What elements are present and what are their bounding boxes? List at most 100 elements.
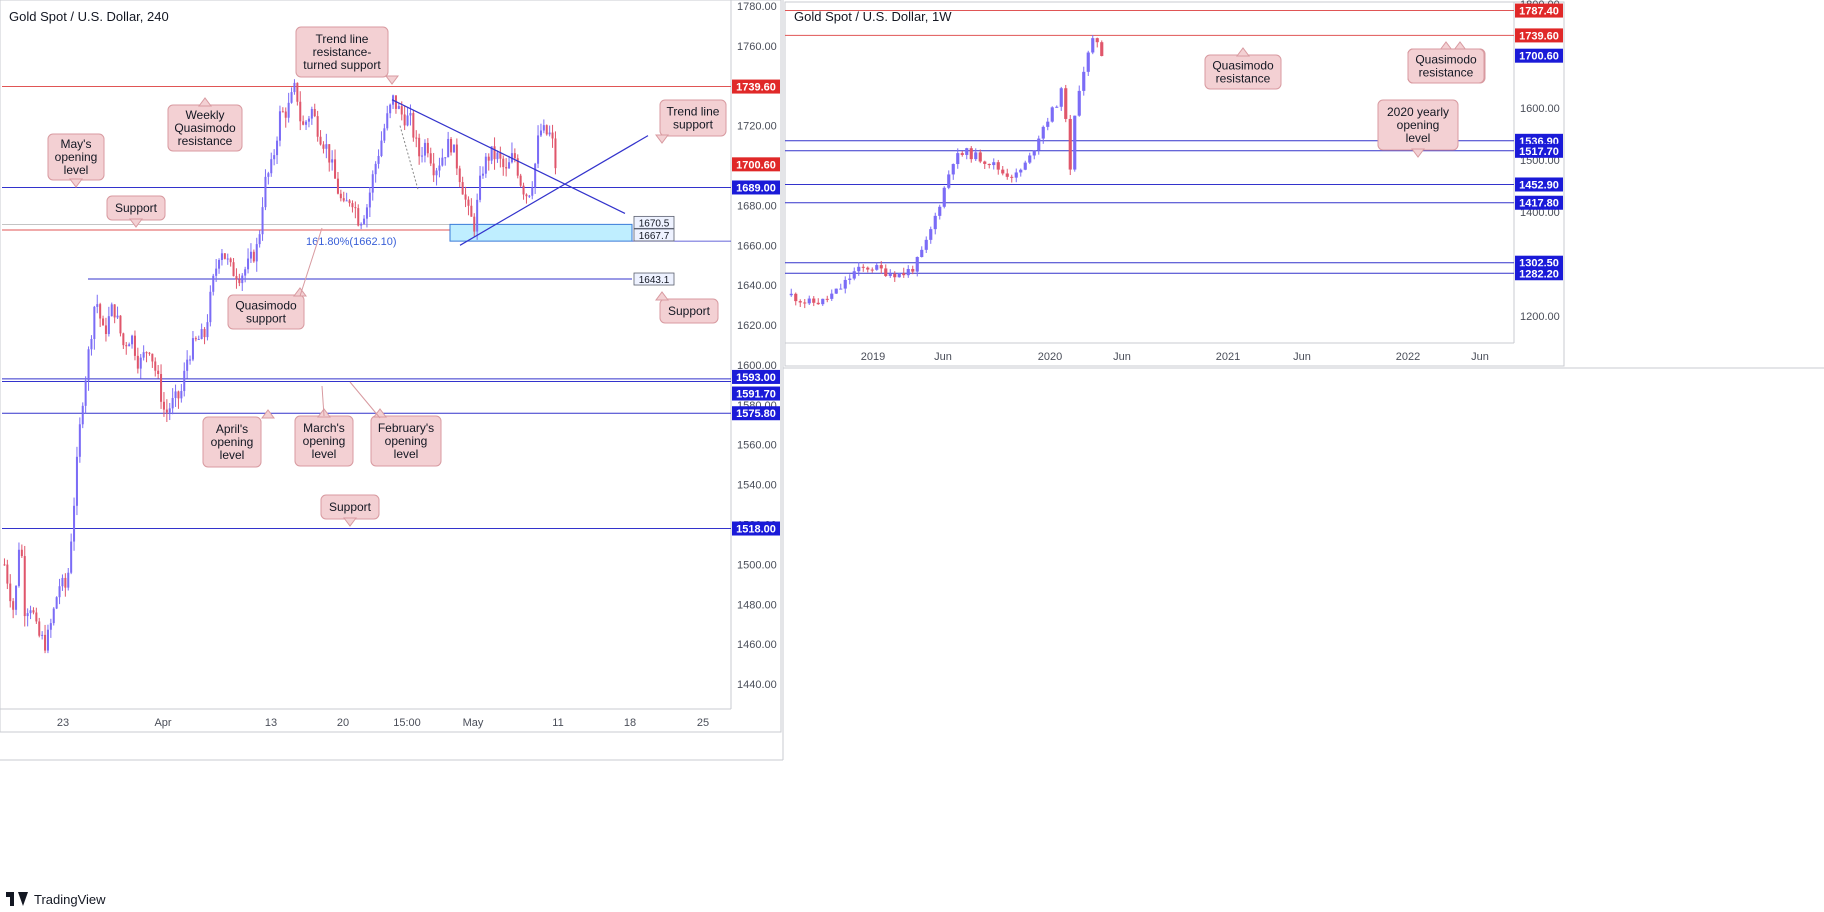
candle-body <box>58 586 61 598</box>
value-box: 1643.1 <box>633 272 675 286</box>
callout-text: Trend line <box>316 32 369 46</box>
price-tag-text: 1518.00 <box>736 524 776 536</box>
candle-body <box>821 298 825 305</box>
candle-body <box>1068 118 1072 170</box>
candle-body <box>1091 38 1095 53</box>
callout-text: level <box>312 447 337 461</box>
candle-body <box>49 623 52 630</box>
candle-body <box>203 329 206 338</box>
y-tick-label: 1720.00 <box>737 121 777 133</box>
callout-tail <box>655 291 669 301</box>
candle-body <box>545 125 548 135</box>
y-tick-label: 1540.00 <box>737 480 777 492</box>
callout-tail <box>261 409 275 419</box>
candle-body <box>455 144 458 169</box>
callout-box <box>659 298 719 324</box>
candle-body <box>154 361 157 371</box>
candle-body <box>1023 162 1027 170</box>
candle-body <box>322 144 325 149</box>
candle-body <box>476 199 479 232</box>
candle-body <box>157 370 160 375</box>
candle-body <box>987 163 991 166</box>
candle-body <box>438 165 441 171</box>
callout-text: opening <box>55 150 98 164</box>
candle-body <box>397 106 400 109</box>
price-tag-bg <box>732 406 780 421</box>
candle-body <box>270 159 273 174</box>
tradingview-watermark[interactable]: TradingView <box>6 890 106 908</box>
candle-body <box>473 216 476 232</box>
callout-box <box>202 416 262 468</box>
candle-body <box>406 115 409 126</box>
candle-body <box>107 316 110 335</box>
candle-body <box>29 610 32 614</box>
candle-body <box>23 556 26 617</box>
callout-text: Support <box>668 304 711 318</box>
candle-body <box>481 173 484 176</box>
candle-body <box>848 278 852 280</box>
tradingview-logo-icon <box>6 892 28 906</box>
x-tick-label: 2022 <box>1396 351 1420 363</box>
y-tick-label: 1480.00 <box>737 599 777 611</box>
x-tick-label: Jun <box>1471 351 1489 363</box>
candle-body <box>299 101 302 122</box>
candle-body <box>197 338 200 340</box>
candle-body <box>165 409 168 413</box>
value-box-bg <box>633 215 675 229</box>
candle-body <box>843 279 847 289</box>
candle-body <box>830 293 834 299</box>
price-tag-bg <box>1515 177 1563 192</box>
candle-body <box>194 338 197 340</box>
candle-body <box>78 424 81 457</box>
candle-body <box>505 167 508 169</box>
price-tag-text: 1700.60 <box>1519 51 1559 63</box>
candle-body <box>81 405 84 425</box>
candle-body <box>142 352 145 358</box>
candle-body <box>499 152 502 159</box>
candle-body <box>104 325 107 335</box>
callout-text: Quasimodo <box>235 299 297 313</box>
callout-tail <box>198 97 212 107</box>
price-tag: 1282.20 <box>1515 266 1563 281</box>
callout-box <box>227 294 305 330</box>
callout-text: Quasimodo <box>174 121 236 135</box>
candle-body <box>458 168 461 183</box>
callout-text: resistance- <box>313 45 372 59</box>
callout-box <box>1407 48 1485 84</box>
candle-body <box>90 339 93 350</box>
candle-body <box>215 268 218 276</box>
callout-text: April's <box>216 422 248 436</box>
candle-body <box>1073 115 1077 170</box>
price-tag-bg <box>732 180 780 195</box>
chart-0-plot: 161.80%(1662.10) 1739.60 1700.60 1689.00 159… <box>2 26 780 654</box>
candle-body <box>334 159 337 179</box>
candle-body <box>162 401 165 410</box>
callout-text: resistance <box>1419 66 1474 80</box>
candle-body <box>924 239 928 250</box>
annotation-callout: Support <box>320 494 380 527</box>
candle-body <box>866 267 870 270</box>
candle-body <box>516 158 519 176</box>
candle-body <box>44 634 47 651</box>
candle-body <box>992 162 996 166</box>
candle-body <box>377 155 380 164</box>
candle-body <box>825 298 829 300</box>
y-tick-label: 1400.00 <box>1520 207 1560 219</box>
value-box: 1670.5 <box>633 215 675 229</box>
candle-body <box>554 138 557 169</box>
candle-body <box>310 109 313 119</box>
callout-text: support <box>673 118 714 132</box>
candle-body <box>296 82 299 102</box>
candle-body <box>470 205 473 217</box>
callout-text: support <box>246 312 287 326</box>
candle-body <box>209 291 212 323</box>
callout-tail <box>655 134 669 144</box>
x-tick-label: 2019 <box>861 351 885 363</box>
candle-body <box>502 158 505 168</box>
candle-body <box>261 207 264 235</box>
candle-body <box>128 344 131 347</box>
